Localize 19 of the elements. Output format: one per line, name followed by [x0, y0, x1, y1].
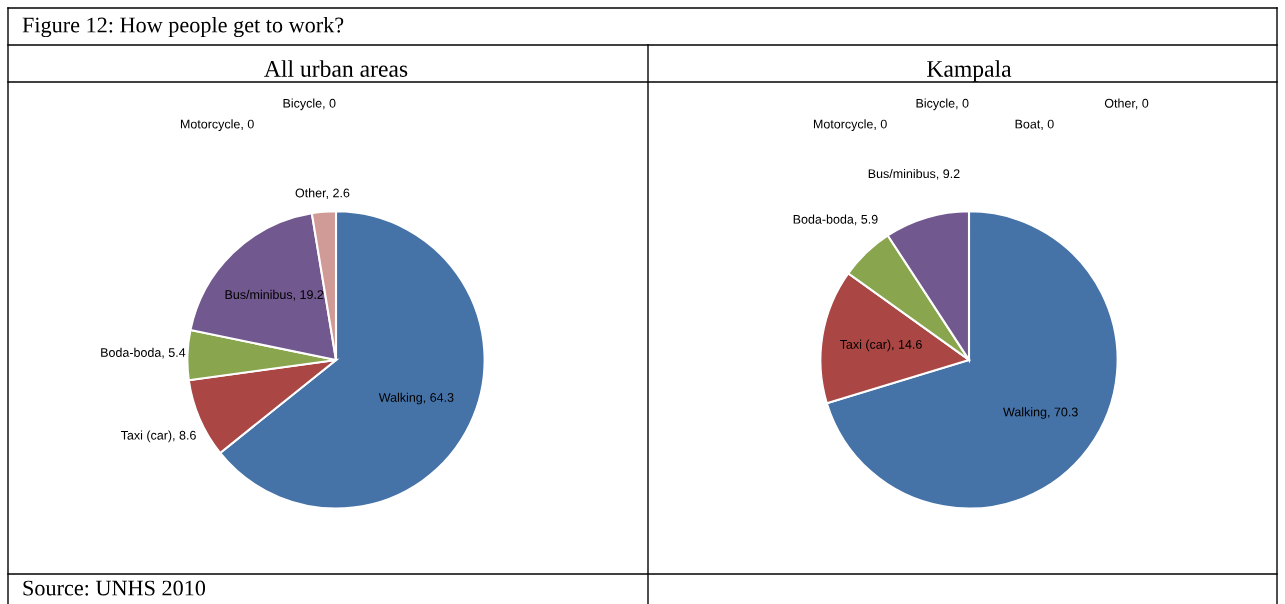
category-label: Boat, 0 [1015, 119, 1054, 130]
category-label: Motorcycle, 0 [813, 119, 887, 131]
category-label: Other, 0 [1104, 98, 1149, 110]
slice-label: Walking, 64.3 [378, 392, 454, 405]
slice-label: Other, 2.6 [295, 188, 350, 199]
slice-label: Taxi (car), 14.6 [839, 339, 922, 352]
slice-label: Walking, 70.3 [1003, 407, 1078, 419]
slice-label: Bus/minibus, 9.2 [868, 168, 960, 180]
slice-label: Boda-boda, 5.9 [793, 214, 878, 226]
category-label: Bicycle, 0 [283, 98, 336, 111]
category-label: Bicycle, 0 [916, 98, 969, 111]
caption: Figure 12: How people get to work? [22, 16, 344, 38]
source-note: Source: UNHS 2010 [23, 580, 206, 596]
slice-label: Boda-boda, 5.4 [101, 347, 186, 359]
slice-label: Taxi (car), 8.6 [120, 430, 196, 443]
chart-title: Kampala [927, 60, 1012, 82]
category-label: Motorcycle, 0 [180, 119, 254, 131]
slice-label: Bus/minibus, 19.2 [225, 289, 324, 301]
chart-title: All urban areas [264, 60, 408, 77]
